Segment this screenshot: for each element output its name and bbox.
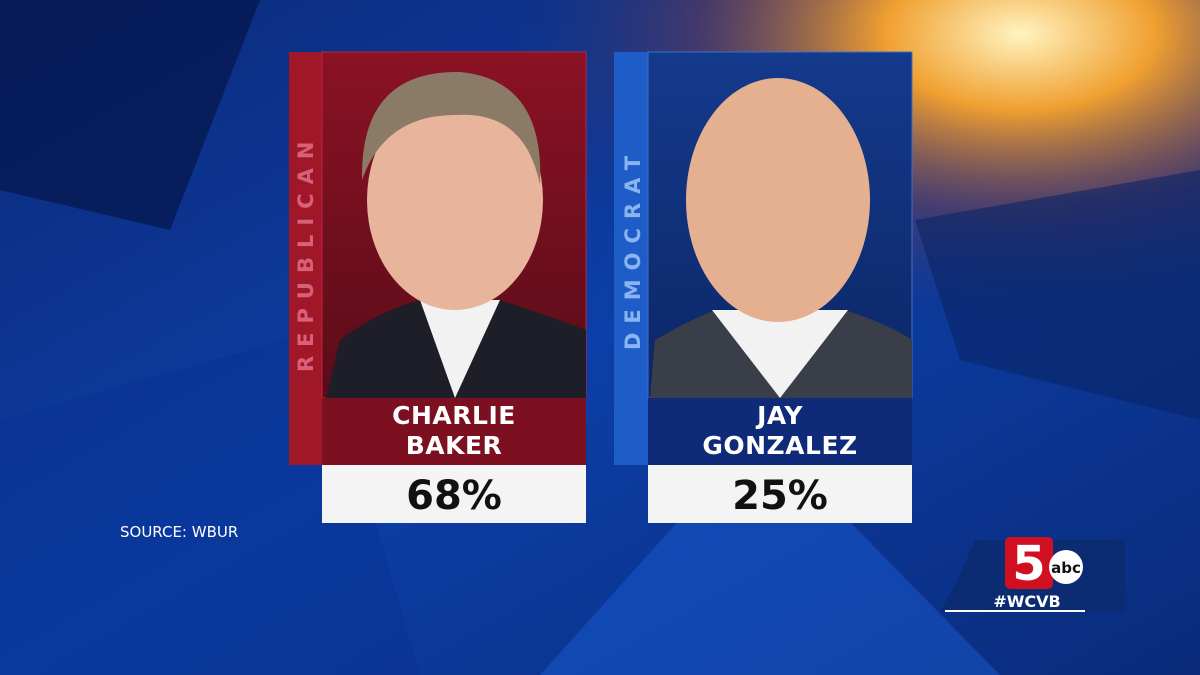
- background-shape: [915, 170, 1200, 420]
- result-box: [648, 465, 912, 523]
- background-shape: [540, 430, 1000, 675]
- logo-number: 5: [1012, 536, 1045, 592]
- name-box: [322, 398, 586, 465]
- candidate-name: JAY: [755, 401, 803, 430]
- party-label: REPUBLICAN: [294, 133, 318, 372]
- logo-badge: [1005, 537, 1053, 589]
- photo-face: [686, 78, 870, 322]
- candidate-name: GONZALEZ: [702, 431, 857, 460]
- photo-shirt: [712, 310, 848, 398]
- logo-network: abc: [1051, 559, 1081, 577]
- logo-hashtag: #WCVB: [993, 592, 1060, 611]
- name-box: [648, 398, 912, 465]
- candidate-name: BAKER: [406, 431, 503, 460]
- result: 68%: [406, 473, 502, 519]
- source: SOURCE: WBUR: [120, 523, 238, 541]
- result-box: [322, 465, 586, 523]
- photo-shirt: [420, 300, 500, 398]
- party-stripe: [614, 52, 648, 465]
- candidate-name: CHARLIE: [392, 401, 516, 430]
- logo-circle: [1049, 550, 1083, 584]
- photo-face: [367, 90, 543, 310]
- photo-hair: [361, 71, 541, 185]
- party-stripe: [289, 52, 322, 465]
- background-shape: [0, 0, 260, 230]
- party-label: DEMOCRAT: [621, 147, 645, 350]
- result: 25%: [732, 473, 828, 519]
